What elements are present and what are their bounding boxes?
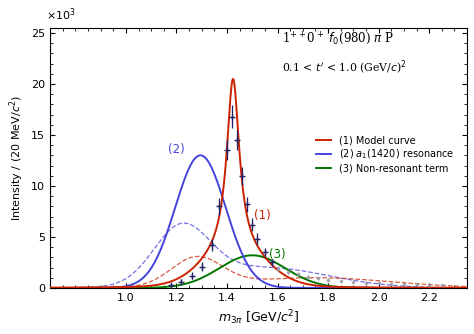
Text: $\times 10^3$: $\times 10^3$	[46, 7, 76, 23]
Text: (1): (1)	[254, 209, 271, 221]
Text: 1$^{++}$0$^+$ $f_0$(980) $\pi$ P: 1$^{++}$0$^+$ $f_0$(980) $\pi$ P	[282, 30, 393, 47]
X-axis label: $m_{3\pi}$ [GeV/$c^2$]: $m_{3\pi}$ [GeV/$c^2$]	[218, 308, 300, 327]
Text: (3): (3)	[269, 248, 286, 262]
Y-axis label: Intensity / (20 MeV/$c^2$): Intensity / (20 MeV/$c^2$)	[7, 95, 26, 221]
Legend: (1) Model curve, (2) $a_1$(1420) resonance, (3) Non-resonant term: (1) Model curve, (2) $a_1$(1420) resonan…	[312, 132, 458, 178]
Text: 0.1 < $t^{\prime}$ < 1.0 (GeV/$c$)$^2$: 0.1 < $t^{\prime}$ < 1.0 (GeV/$c$)$^2$	[282, 59, 406, 77]
Text: (2): (2)	[168, 143, 185, 156]
